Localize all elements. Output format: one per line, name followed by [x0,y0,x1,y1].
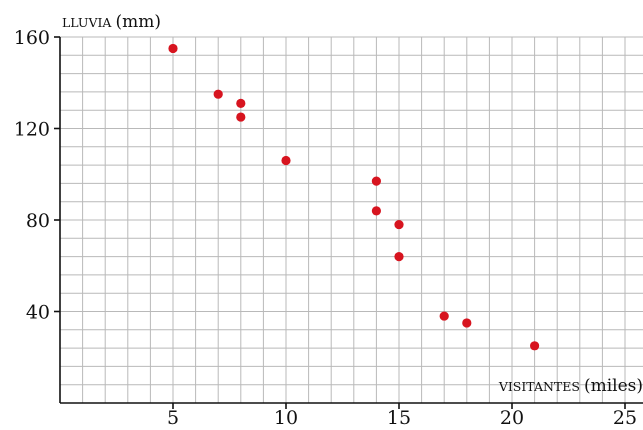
data-point [371,176,381,186]
axes [54,36,643,409]
y-tick-label: 160 [14,27,50,49]
x-tick-label: 15 [387,407,411,429]
data-point [236,98,246,108]
data-point [168,43,178,54]
grid [60,36,643,403]
data-point [281,155,291,166]
data-point [530,341,540,351]
y-tick-label: 40 [26,302,50,324]
x-tick-label: 5 [167,407,179,429]
data-point [213,89,223,99]
tick-labels: 5 10 15 20 25 40 80 120 160 [14,27,637,429]
y-tick-label: 80 [26,210,50,232]
data-point [439,311,449,321]
x-tick-label: 25 [613,407,637,429]
data-point [462,318,472,328]
x-axis-label: VISITANTES (miles) [498,376,643,396]
data-point [236,112,246,122]
data-point [394,252,404,262]
y-axis-label: LLUVIA (mm) [62,12,161,32]
x-tick-label: 20 [500,407,524,429]
data-point [394,219,404,230]
data-point [371,206,381,216]
y-tick-label: 120 [14,119,50,141]
data-points [168,43,540,351]
x-tick-label: 10 [274,407,298,429]
